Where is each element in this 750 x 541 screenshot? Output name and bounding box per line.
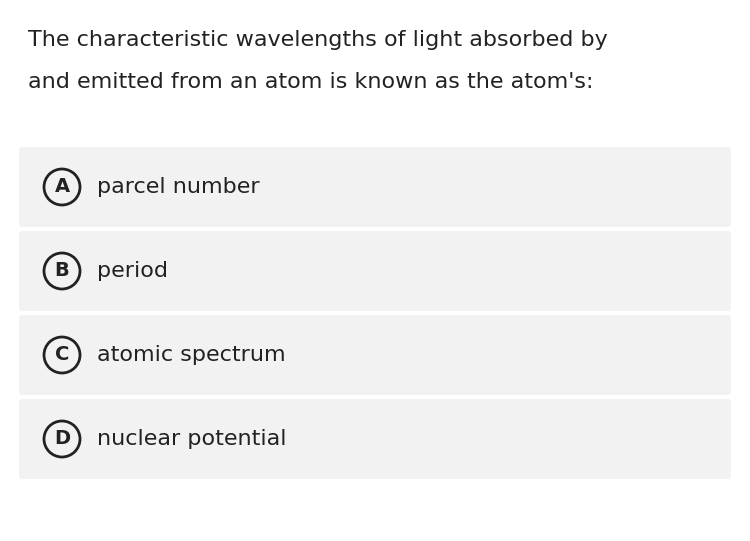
Text: C: C bbox=[55, 346, 69, 365]
Text: D: D bbox=[54, 430, 70, 448]
Text: period: period bbox=[97, 261, 168, 281]
Text: The characteristic wavelengths of light absorbed by: The characteristic wavelengths of light … bbox=[28, 30, 608, 50]
Text: and emitted from an atom is known as the atom's:: and emitted from an atom is known as the… bbox=[28, 72, 593, 92]
FancyBboxPatch shape bbox=[19, 231, 731, 311]
Text: B: B bbox=[55, 261, 69, 280]
FancyBboxPatch shape bbox=[19, 315, 731, 395]
Text: nuclear potential: nuclear potential bbox=[97, 429, 286, 449]
Text: parcel number: parcel number bbox=[97, 177, 260, 197]
FancyBboxPatch shape bbox=[19, 147, 731, 227]
Text: atomic spectrum: atomic spectrum bbox=[97, 345, 286, 365]
FancyBboxPatch shape bbox=[19, 399, 731, 479]
Text: A: A bbox=[55, 177, 70, 196]
